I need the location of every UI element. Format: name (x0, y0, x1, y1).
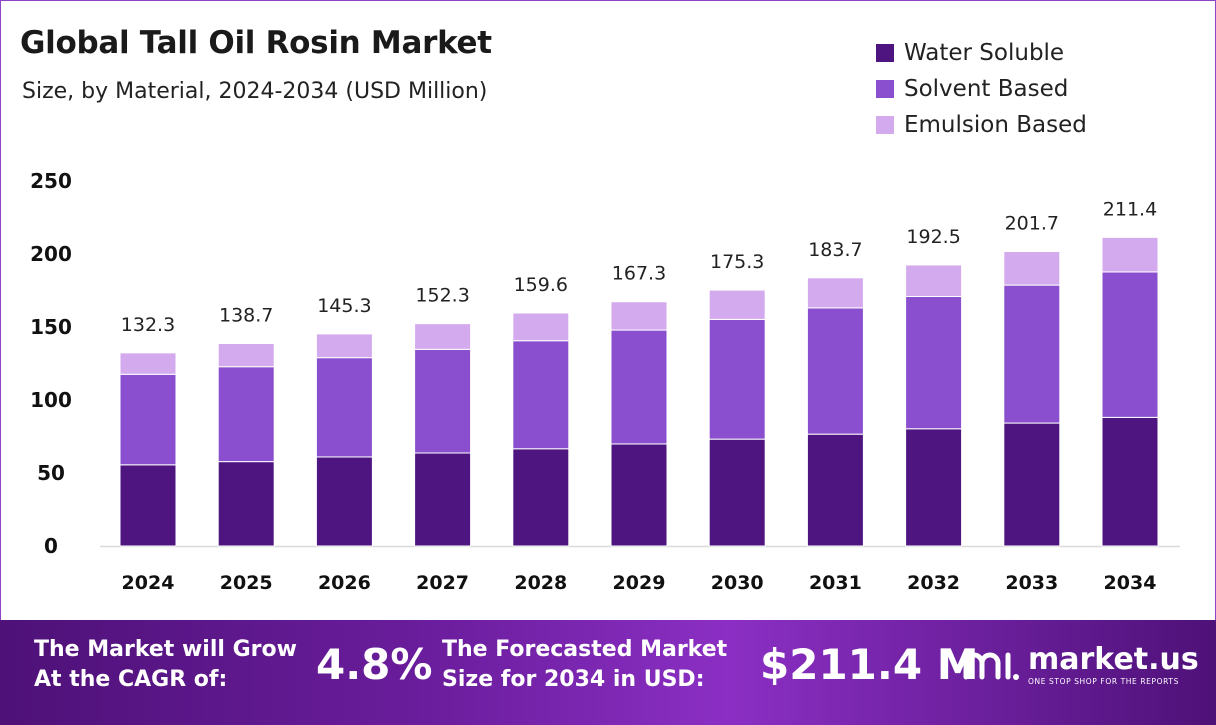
bar-segment-water-soluble (1101, 416, 1159, 547)
bar-segment-emulsion-based (708, 289, 766, 320)
y-tick-label: 200 (30, 242, 72, 266)
bar-segment-water-soluble (512, 448, 570, 547)
bar-segment-water-soluble (414, 452, 472, 547)
bar-segment-solvent-based (1003, 284, 1061, 424)
legend: Water Soluble Solvent Based Emulsion Bas… (876, 35, 1087, 143)
x-tick-label: 2030 (711, 572, 764, 594)
bar-segment-emulsion-based (315, 333, 373, 359)
bar-segment-emulsion-based (217, 342, 275, 368)
x-tick-label: 2032 (907, 572, 960, 594)
x-tick-label: 2026 (318, 572, 371, 594)
bar-segment-solvent-based (806, 307, 864, 435)
y-tick-label: 150 (30, 315, 72, 339)
legend-swatch-solvent-based (876, 80, 894, 98)
cagr-label: The Market will Grow At the CAGR of: (34, 635, 297, 695)
bar-chart: 0 50 100 150 200 250 132.3 2024 138.7 2025 145.3 20… (30, 169, 1180, 594)
bar-segment-water-soluble (119, 464, 177, 547)
bar-segment-emulsion-based (512, 312, 570, 342)
data-label-total: 175.3 (710, 251, 764, 273)
data-label-total: 167.3 (612, 263, 666, 285)
bar-segment-water-soluble (217, 461, 275, 547)
bar-segment-solvent-based (414, 348, 472, 454)
x-tick-label: 2025 (220, 572, 273, 594)
data-label-total: 192.5 (906, 226, 960, 248)
x-tick-label: 2029 (613, 572, 666, 594)
x-tick-label: 2028 (514, 572, 567, 594)
bar-segment-solvent-based (905, 295, 963, 430)
bar-segment-water-soluble (905, 428, 963, 547)
bar-segment-water-soluble (806, 433, 864, 547)
forecast-value: $211.4 M (760, 640, 979, 689)
y-tick-label: 100 (30, 388, 72, 412)
brand-tagline: ONE STOP SHOP FOR THE REPORTS (1028, 677, 1179, 686)
legend-label: Emulsion Based (904, 112, 1087, 138)
legend-item-solvent-based: Solvent Based (876, 71, 1087, 107)
bar-segment-emulsion-based (610, 301, 668, 331)
y-tick-label: 50 (37, 461, 65, 485)
x-tick-label: 2033 (1005, 572, 1058, 594)
y-tick-label: 0 (44, 534, 58, 558)
bar-segment-solvent-based (315, 357, 373, 458)
bar-segment-emulsion-based (905, 264, 963, 297)
bar-segment-solvent-based (512, 340, 570, 450)
forecast-label: The Forecasted Market Size for 2034 in U… (442, 635, 727, 695)
cagr-value: 4.8% (316, 640, 433, 689)
legend-swatch-emulsion-based (876, 116, 894, 134)
bar-segment-solvent-based (119, 373, 177, 466)
data-label-total: 138.7 (219, 304, 273, 326)
legend-swatch-water-soluble (876, 44, 894, 62)
bar-segment-water-soluble (708, 438, 766, 547)
x-tick-label: 2034 (1104, 572, 1157, 594)
forecast-label-line1: The Forecasted Market (442, 637, 728, 662)
bar-segment-emulsion-based (119, 352, 177, 375)
legend-item-emulsion-based: Emulsion Based (876, 107, 1087, 143)
bar-segment-solvent-based (708, 318, 766, 440)
bar-segment-solvent-based (1101, 271, 1159, 418)
legend-item-water-soluble: Water Soluble (876, 35, 1087, 71)
x-tick-label: 2031 (809, 572, 862, 594)
bar-segment-solvent-based (217, 366, 275, 463)
brand-name: market.us (1028, 642, 1199, 677)
bar-segment-emulsion-based (806, 277, 864, 309)
data-label-total: 183.7 (808, 239, 862, 261)
data-label-total: 132.3 (121, 314, 175, 336)
x-tick-label: 2024 (122, 572, 175, 594)
brand-logo: market.us ONE STOP SHOP FOR THE REPORTS (962, 644, 1199, 686)
data-label-total: 201.7 (1005, 213, 1059, 235)
forecast-label-line2: Size for 2034 in USD: (442, 667, 705, 692)
data-label-total: 145.3 (317, 295, 371, 317)
legend-label: Water Soluble (904, 40, 1065, 66)
bar-segment-emulsion-based (1003, 251, 1061, 286)
footer-banner: The Market will Grow At the CAGR of: 4.8… (0, 620, 1216, 725)
cagr-label-line2: At the CAGR of: (34, 667, 228, 692)
bar-segment-solvent-based (610, 329, 668, 445)
data-label-total: 159.6 (514, 274, 568, 296)
chart-subtitle: Size, by Material, 2024-2034 (USD Millio… (22, 79, 488, 104)
bar-segment-water-soluble (315, 456, 373, 547)
data-label-total: 211.4 (1103, 198, 1157, 220)
bar-segment-water-soluble (610, 443, 668, 547)
bar-segment-emulsion-based (1101, 236, 1159, 273)
market-us-logo-icon (963, 652, 1019, 680)
data-label-total: 152.3 (415, 285, 469, 307)
bar-segment-water-soluble (1003, 422, 1061, 547)
x-tick-label: 2027 (416, 572, 469, 594)
cagr-label-line1: The Market will Grow (34, 637, 297, 662)
y-tick-label: 250 (30, 169, 72, 193)
bar-segment-emulsion-based (414, 323, 472, 350)
legend-label: Solvent Based (904, 76, 1069, 102)
chart-title: Global Tall Oil Rosin Market (20, 25, 492, 61)
